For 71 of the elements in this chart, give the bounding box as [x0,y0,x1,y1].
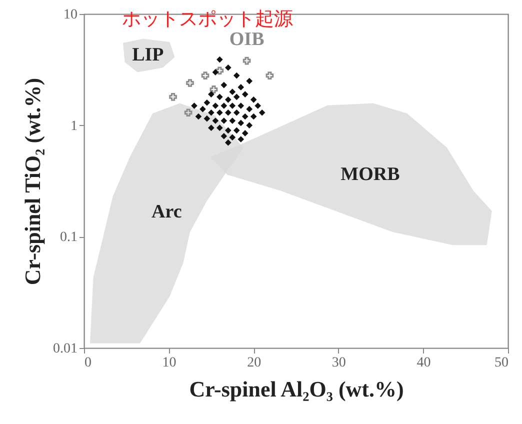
point [246,122,253,128]
y-tick-label: 0.01 [53,342,78,356]
point [208,109,214,116]
point [233,94,240,100]
point [216,66,224,75]
y-tick-label: 1 [70,118,78,134]
series-label: Arc [152,201,182,222]
point [242,56,251,65]
x-tick-label: 0 [84,356,92,370]
x-axis-title: Cr-spinel Al₂O₃ (wt.%) [189,376,404,402]
series-label: LIP [132,44,164,66]
point [246,78,253,84]
point [225,64,232,71]
chart-title: ホットスポット起源 [122,8,293,30]
point [266,72,274,80]
point [242,91,248,98]
point [212,118,219,124]
point [220,118,228,124]
point [250,113,257,120]
point [210,86,218,94]
point [204,99,210,106]
point [201,72,210,80]
point [216,124,223,131]
point [238,120,244,126]
point [186,79,194,87]
series-label: MORB [340,164,400,185]
point [208,124,214,131]
x-tick-label: 10 [162,356,176,370]
x-tick-label: 20 [247,356,262,370]
x-tick-label: 30 [332,356,346,370]
point [220,82,228,88]
point [254,102,261,109]
point [216,56,223,63]
series-label: OIB [229,28,265,50]
point [200,106,206,112]
point [225,127,232,134]
y-axis-title: Cr-spinel TiO₂ (wt.%) [20,78,45,286]
point [225,96,232,103]
point [212,69,219,76]
x-tick-label: 50 [494,356,508,370]
point [242,130,248,136]
point [238,102,244,109]
x-tick-label: 40 [416,356,431,370]
point [216,94,223,100]
point [191,102,198,109]
point [220,102,228,109]
point [220,132,228,140]
point [225,109,232,116]
point [204,115,210,122]
point [208,91,214,98]
point [233,109,240,116]
point [242,113,248,120]
point [258,109,266,116]
point [246,106,253,112]
point [229,134,236,141]
point [216,109,223,116]
point [238,84,244,90]
point [250,96,257,103]
point [233,72,240,79]
point [225,139,232,146]
point [169,93,177,101]
y-tick-label: 0.1 [60,230,78,246]
point [212,102,219,109]
point [229,102,236,109]
point [195,113,202,120]
point [233,127,240,134]
point [229,118,236,124]
point [238,136,244,142]
point [184,108,192,117]
y-tick-label: 10 [64,8,78,22]
point [229,88,236,95]
